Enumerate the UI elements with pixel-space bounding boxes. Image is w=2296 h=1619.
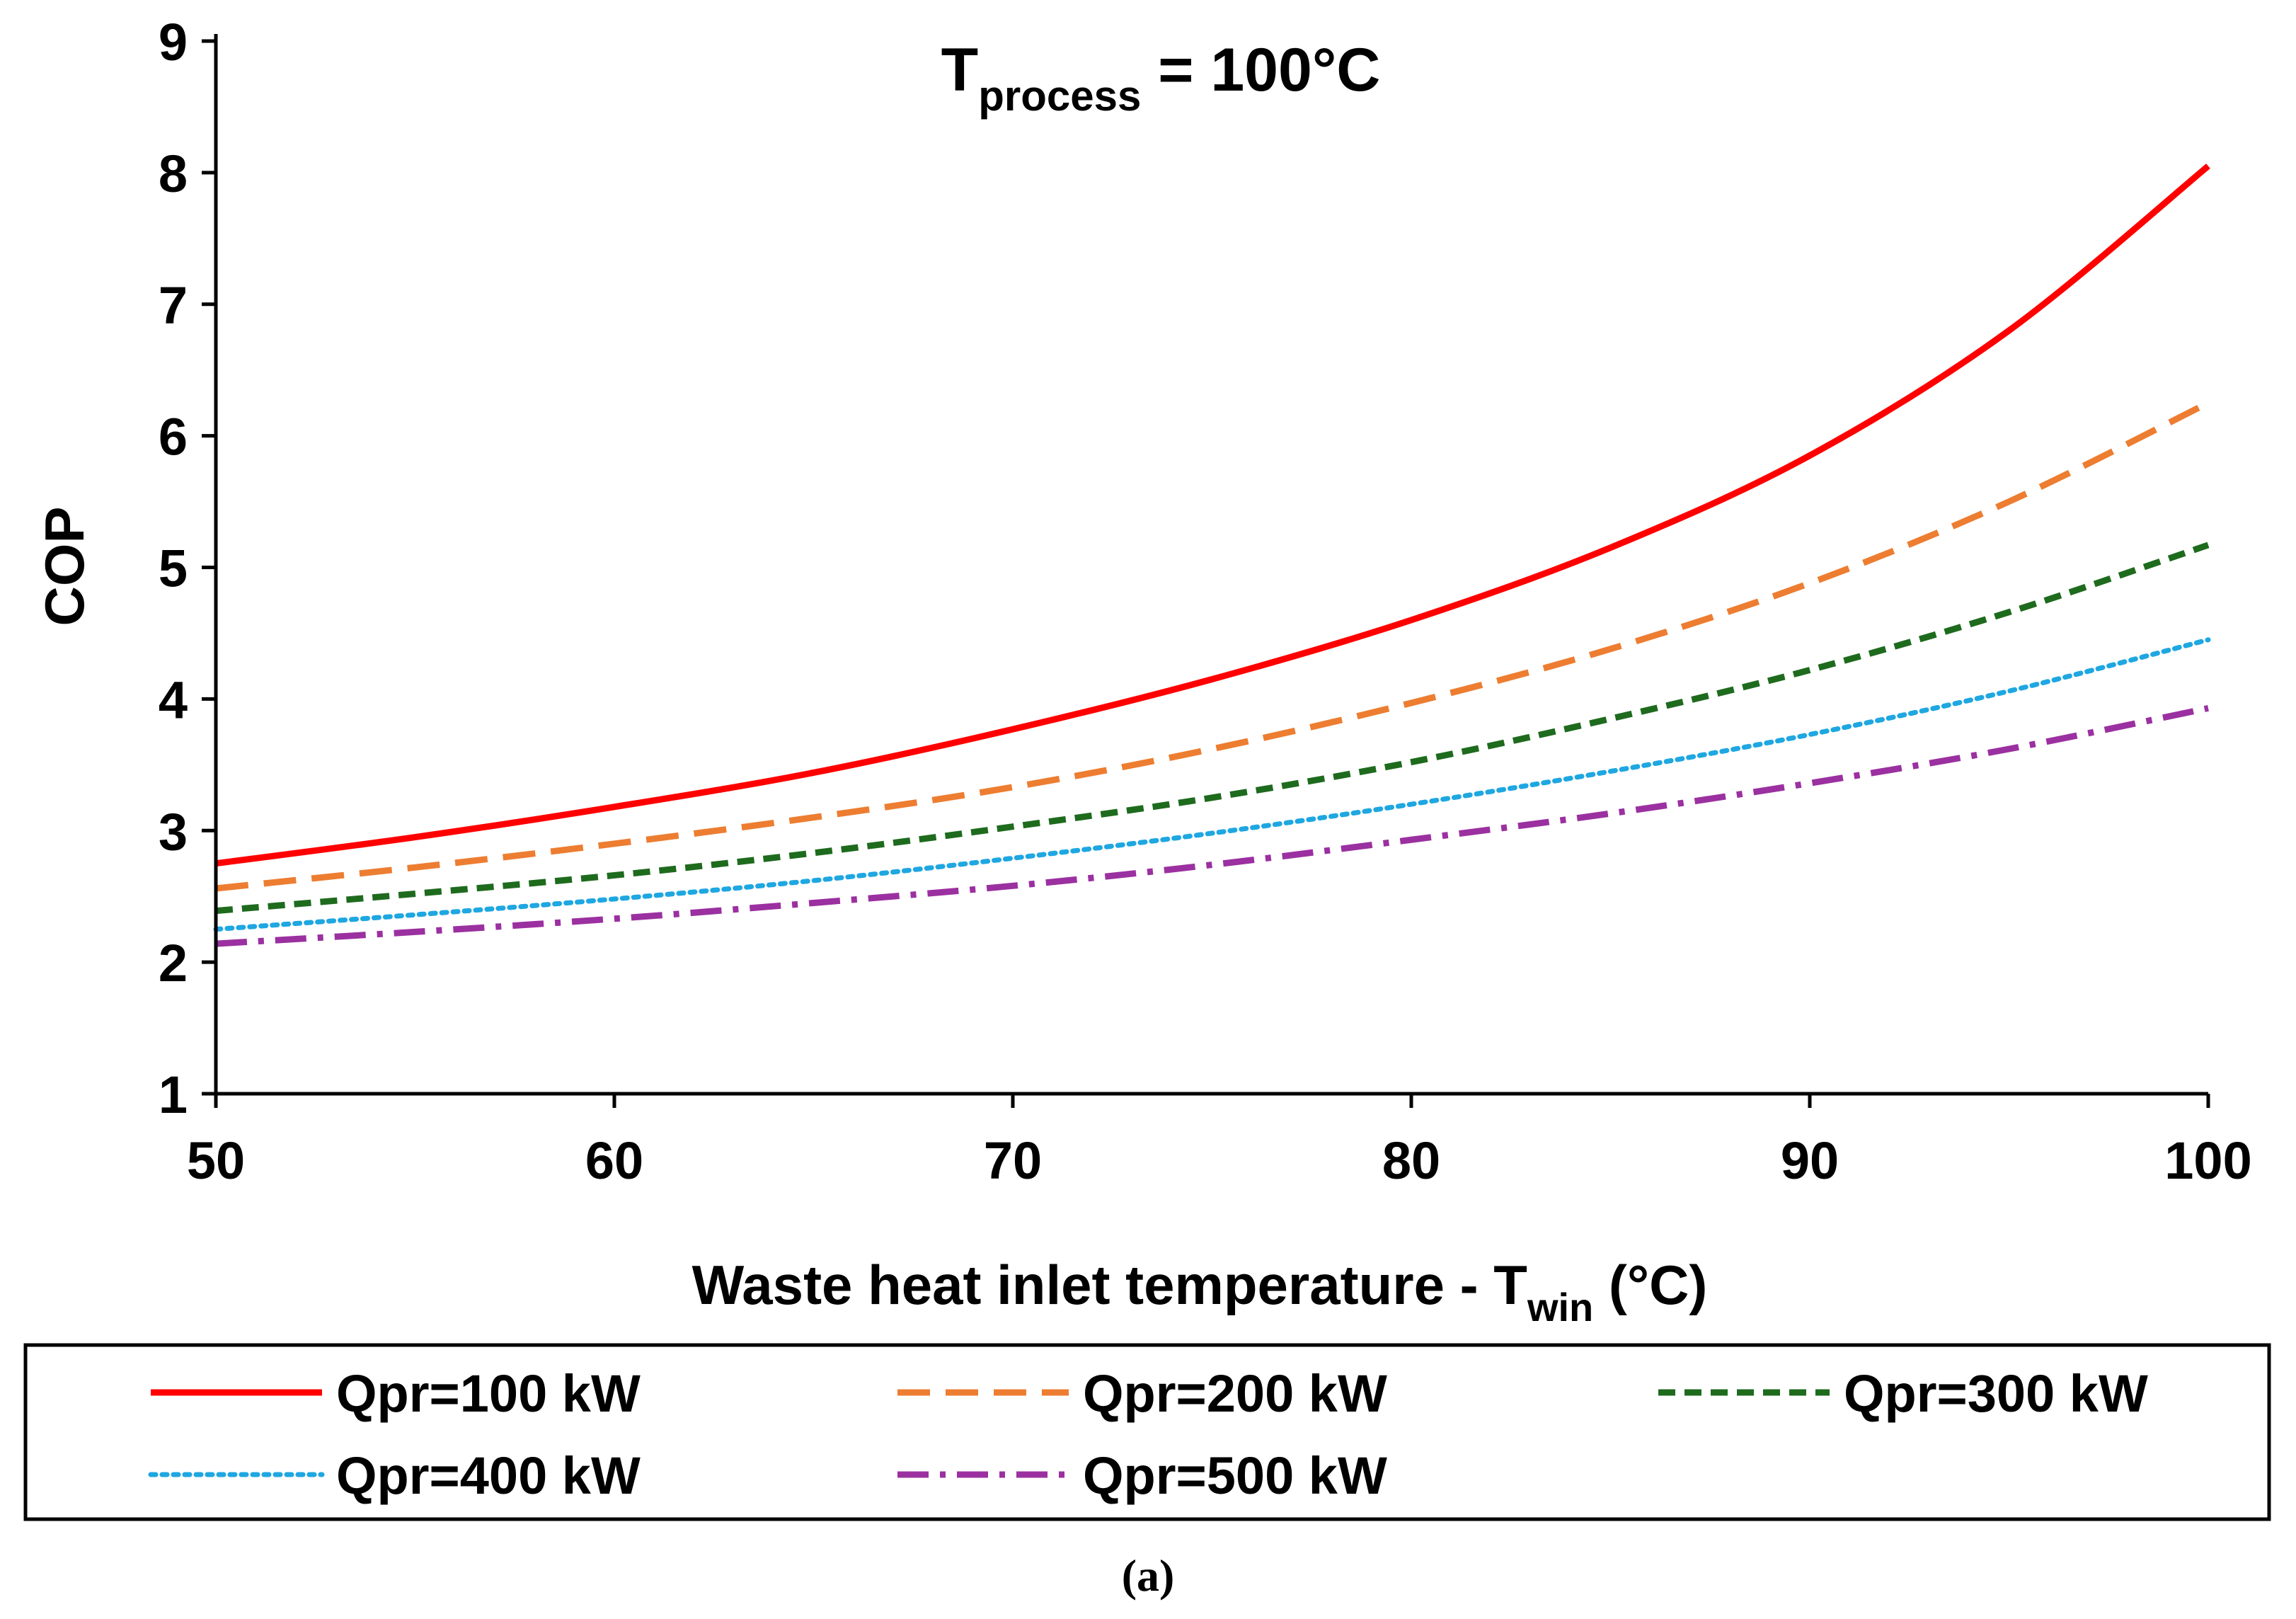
y-tick-label: 2	[159, 934, 188, 992]
y-tick-label: 3	[159, 802, 188, 861]
axes: 1 2 3 4 5 6 7 8 9 50 60 70 80 90 100	[159, 13, 2252, 1190]
x-tick-label: 80	[1382, 1131, 1440, 1190]
x-tick-label: 90	[1781, 1131, 1839, 1190]
figure-caption: (a)	[1122, 1550, 1175, 1601]
y-tick-label: 8	[159, 144, 188, 203]
legend-label-5: Qpr=500 kW	[1083, 1446, 1387, 1505]
x-tick-label: 100	[2164, 1131, 2251, 1190]
chart-title-main: T	[941, 36, 979, 104]
x-tick-label: 70	[984, 1131, 1042, 1190]
legend-label-2: Qpr=200 kW	[1083, 1364, 1387, 1423]
legend: Qpr=100 kW Qpr=200 kW Qpr=300 kW Qpr=400 kW…	[148, 1364, 2148, 1505]
x-tick-label: 50	[187, 1131, 245, 1190]
x-axis-label-sub: win	[1527, 1285, 1593, 1329]
chart-title-sub: process	[978, 72, 1141, 120]
y-tick-label: 7	[159, 276, 188, 335]
series-line-5	[215, 704, 2209, 947]
series-line-3	[215, 542, 2210, 915]
x-axis-label: Waste heat inlet temperature - Twin (°C)	[692, 1254, 1708, 1329]
legend-label-1: Qpr=100 kW	[336, 1364, 641, 1423]
series-line-2	[215, 400, 2210, 892]
y-tick-label: 1	[159, 1065, 188, 1124]
x-tick-label: 60	[585, 1131, 643, 1190]
legend-label-3: Qpr=300 kW	[1844, 1364, 2148, 1423]
series-layer	[213, 164, 2211, 947]
legend-label-4: Qpr=400 kW	[336, 1446, 641, 1505]
series-line-1	[215, 164, 2210, 867]
y-tick-label: 5	[159, 539, 188, 598]
y-tick-label: 6	[159, 408, 188, 467]
y-tick-label: 9	[159, 13, 188, 71]
y-axis-label: COP	[33, 506, 96, 626]
chart-title-rest: = 100°C	[1141, 36, 1380, 104]
x-axis-label-rest: (°C)	[1593, 1254, 1707, 1316]
legend-box	[23, 1343, 2271, 1521]
y-tick-label: 4	[159, 670, 188, 729]
chart-title: Tprocess = 100°C	[941, 36, 1381, 120]
x-axis-label-main: Waste heat inlet temperature - T	[692, 1254, 1527, 1316]
series-line-4	[213, 637, 2211, 932]
